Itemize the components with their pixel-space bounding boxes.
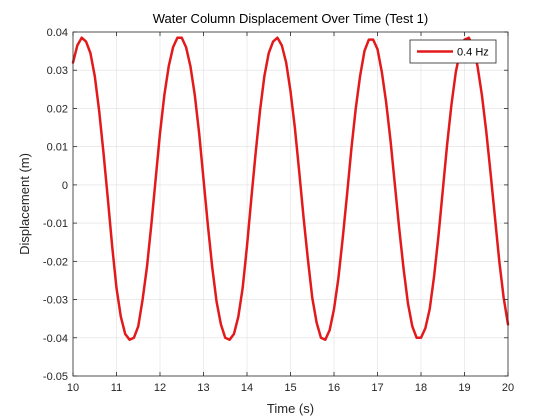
y-tick-label: -0.04 <box>43 333 68 345</box>
x-tick-label: 15 <box>284 382 296 394</box>
series-layer <box>71 36 510 341</box>
y-tick-label: -0.05 <box>43 371 68 383</box>
series-line-0-4-hz <box>71 36 510 341</box>
y-tick-label: 0.03 <box>47 65 68 77</box>
y-tick-label: -0.03 <box>43 295 68 307</box>
y-tick-label: 0.02 <box>47 103 68 115</box>
x-tick-labels: 10 11 12 13 14 15 16 17 18 19 20 <box>67 382 514 394</box>
x-tick-label: 19 <box>458 382 470 394</box>
x-tick-label: 17 <box>371 382 383 394</box>
y-tick-label: -0.02 <box>43 256 68 268</box>
x-tick-label: 11 <box>111 382 122 394</box>
x-tick-label: 12 <box>154 382 166 394</box>
grid <box>73 32 508 376</box>
ticks <box>72 31 509 377</box>
x-tick-label: 16 <box>328 382 340 394</box>
x-axis-label: Time (s) <box>267 401 314 416</box>
y-tick-label: -0.01 <box>43 218 68 230</box>
legend: 0.4 Hz <box>409 39 497 64</box>
y-tick-label: 0.04 <box>47 27 68 39</box>
x-tick-label: 13 <box>197 382 209 394</box>
y-tick-label: 0 <box>62 180 68 192</box>
x-tick-label: 20 <box>502 382 514 394</box>
x-tick-label: 14 <box>241 382 253 394</box>
x-tick-label: 10 <box>67 382 79 394</box>
y-tick-labels: -0.05 -0.04 -0.03 -0.02 -0.01 0 0.01 0.02 0.03 0.… <box>43 27 68 383</box>
chart-title: Water Column Displacement Over Time (Tes… <box>153 11 428 26</box>
y-axis-label: Displacement (m) <box>17 153 32 255</box>
legend-label: 0.4 Hz <box>457 47 489 59</box>
y-tick-label: 0.01 <box>47 142 68 154</box>
x-tick-label: 18 <box>415 382 427 394</box>
